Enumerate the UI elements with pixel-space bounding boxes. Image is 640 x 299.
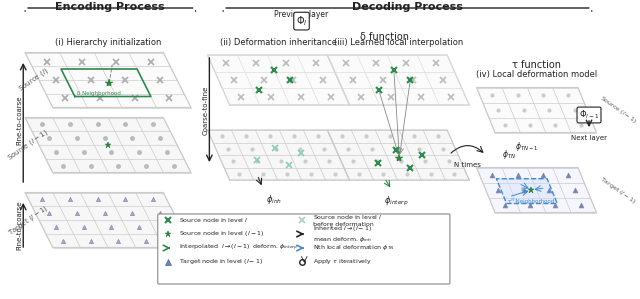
Polygon shape <box>327 130 469 180</box>
Polygon shape <box>477 88 596 132</box>
Text: Decoding Process: Decoding Process <box>352 2 463 12</box>
Text: Target $(l-1)$: Target $(l-1)$ <box>6 202 51 238</box>
Text: Encoding Process: Encoding Process <box>55 2 164 12</box>
Polygon shape <box>477 167 596 213</box>
Text: δ Neighborhood: δ Neighborhood <box>77 91 120 95</box>
Text: (iv) Local deformation model: (iv) Local deformation model <box>476 70 597 79</box>
Text: $\phi_{inh}$: $\phi_{inh}$ <box>266 193 282 206</box>
Text: τ function: τ function <box>512 60 561 70</box>
Text: Source $(l)$: Source $(l)$ <box>16 66 51 94</box>
Polygon shape <box>327 55 469 105</box>
Polygon shape <box>25 53 191 108</box>
Polygon shape <box>497 179 557 204</box>
Text: (iii) Learned local interpolation: (iii) Learned local interpolation <box>333 38 463 47</box>
FancyBboxPatch shape <box>158 214 450 284</box>
Polygon shape <box>25 193 191 248</box>
Polygon shape <box>207 55 349 105</box>
Text: $\Phi_{l-1}$: $\Phi_{l-1}$ <box>579 109 599 121</box>
Text: Source node in level $(l-1)$: Source node in level $(l-1)$ <box>179 230 264 239</box>
Text: $\Phi_l$: $\Phi_l$ <box>296 14 307 28</box>
Text: (i) Hierarchy initialization: (i) Hierarchy initialization <box>55 38 161 47</box>
Text: Next layer: Next layer <box>571 135 607 141</box>
Text: Fine-to-coarse: Fine-to-coarse <box>17 95 22 145</box>
Text: Nth local deformation $\phi_{TN}$: Nth local deformation $\phi_{TN}$ <box>312 243 394 252</box>
Text: Target node in level $(l-1)$: Target node in level $(l-1)$ <box>179 257 263 266</box>
Text: Fine-to-coarse: Fine-to-coarse <box>17 200 22 250</box>
Text: $\phi_{TN-1}$: $\phi_{TN-1}$ <box>515 140 539 153</box>
Polygon shape <box>207 130 349 180</box>
Text: $\phi_{TN}$: $\phi_{TN}$ <box>502 148 516 161</box>
Text: (ii) Deformation inheritance: (ii) Deformation inheritance <box>220 38 337 47</box>
Text: Source $(l-1)$: Source $(l-1)$ <box>598 94 639 126</box>
Text: Target $(l-1)$: Target $(l-1)$ <box>598 174 638 206</box>
Text: Apply $\tau$ iteratively: Apply $\tau$ iteratively <box>312 257 371 266</box>
Text: Source node in level $l$
before deformation: Source node in level $l$ before deformat… <box>312 213 382 227</box>
Text: $\phi_{interp}$: $\phi_{interp}$ <box>384 195 409 208</box>
Text: Previous layer: Previous layer <box>275 10 329 19</box>
Text: Source $(l-1)$: Source $(l-1)$ <box>6 127 51 163</box>
Text: N times: N times <box>454 162 481 168</box>
Text: Source node in level $l$: Source node in level $l$ <box>179 216 248 224</box>
Polygon shape <box>25 118 191 173</box>
Text: Inherited $l \rightarrow (l-1)$
mean deform. $\phi_{inh}$: Inherited $l \rightarrow (l-1)$ mean def… <box>312 225 372 244</box>
Text: Coarse-to-fine: Coarse-to-fine <box>203 85 209 135</box>
Text: Interpolated  $l \rightarrow (l-1)$  deform. $\phi_{interp}$: Interpolated $l \rightarrow (l-1)$ defor… <box>179 243 298 253</box>
Text: τᴺ Neighborhood: τᴺ Neighborhood <box>508 198 555 204</box>
Text: δ function: δ function <box>360 32 409 42</box>
